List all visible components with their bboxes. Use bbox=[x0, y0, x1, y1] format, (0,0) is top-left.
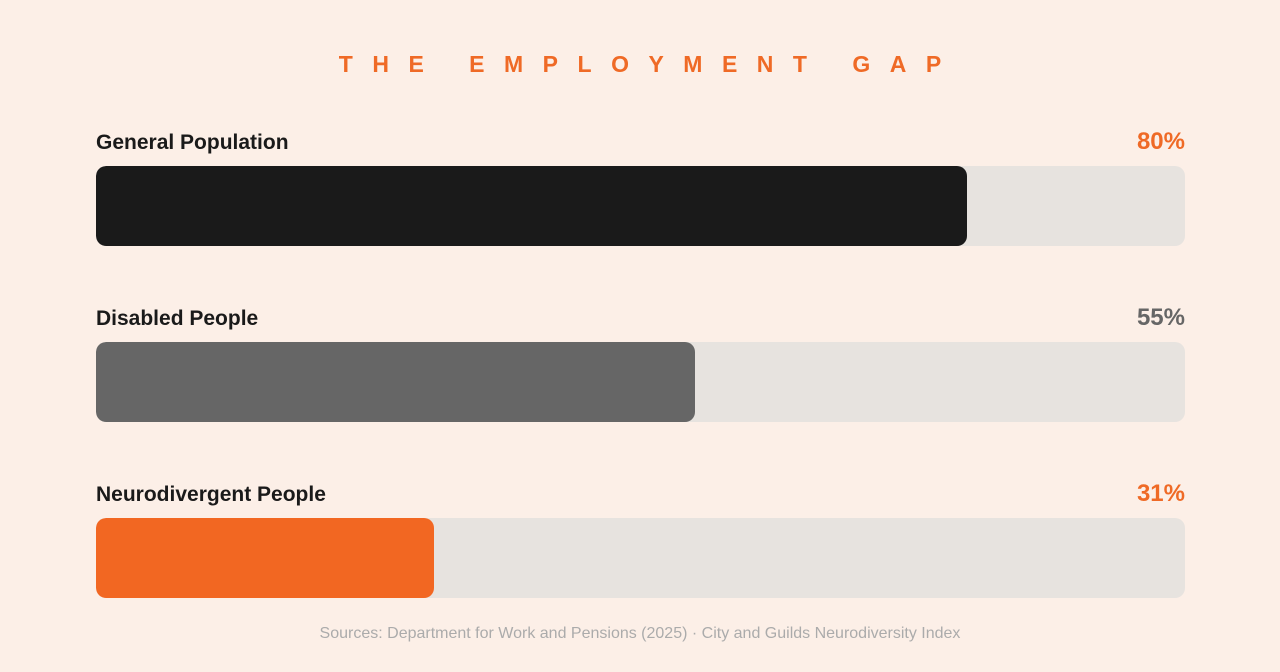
bar-label: Disabled People bbox=[96, 307, 259, 330]
bar-chart: General Population 80% Disabled People 55% N… bbox=[96, 0, 1185, 620]
bar-label: Neurodivergent People bbox=[96, 483, 326, 506]
bar-value-label: 55% bbox=[1136, 304, 1185, 331]
bar-track bbox=[96, 166, 1185, 246]
source-note: Sources: Department for Work and Pension… bbox=[319, 625, 961, 642]
bar-track bbox=[96, 342, 1185, 422]
bar-value-label: 80% bbox=[1136, 128, 1185, 155]
bar-row: Disabled People 55% bbox=[96, 304, 1185, 426]
chart-title: THE EMPLOYMENT GAP bbox=[338, 51, 961, 77]
bar-track bbox=[96, 518, 1185, 598]
bar bbox=[96, 518, 434, 598]
bar bbox=[96, 342, 695, 422]
bar-label: General Population bbox=[96, 131, 289, 154]
bar bbox=[96, 166, 967, 246]
bar-row: General Population 80% bbox=[96, 128, 1185, 250]
bar-row: Neurodivergent People 31% bbox=[96, 480, 1185, 602]
bar-value-label: 31% bbox=[1136, 480, 1185, 507]
